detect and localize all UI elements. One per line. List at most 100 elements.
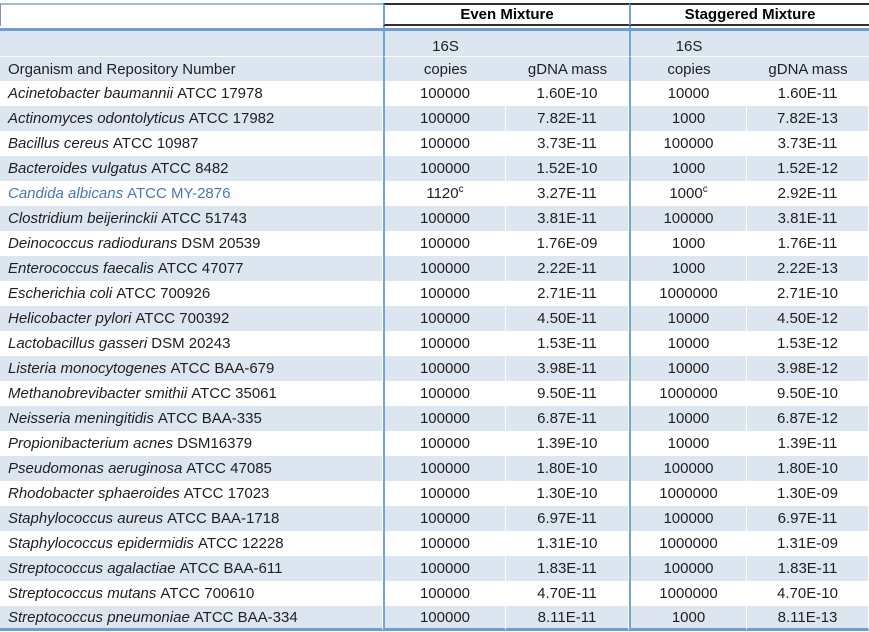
repository-number: ATCC MY-2876 xyxy=(127,185,231,202)
even-16s-copies-value: 100000 xyxy=(419,510,471,527)
table-row: Enterococcus faecalis ATCC 47077 100000 2… xyxy=(0,256,869,281)
organism-name: Acinetobacter baumannii xyxy=(8,85,174,102)
organism-name: Bacillus cereus xyxy=(8,135,109,152)
staggered-16s-copies-cell: 1000000 xyxy=(629,481,747,506)
staggered-16s-copies-cell: 1000 xyxy=(629,106,747,131)
table-row: Streptococcus mutans ATCC 700610 100000 4… xyxy=(0,581,869,606)
organism-column-header: Organism and Repository Number xyxy=(0,56,383,81)
staggered-16s-copies-value: 1000000 xyxy=(659,585,718,602)
repository-number: ATCC 47077 xyxy=(157,260,244,277)
organism-name: Enterococcus faecalis xyxy=(8,260,154,277)
even-16s-copies-cell: 100000 xyxy=(383,331,506,356)
staggered-footnote-marker: c xyxy=(702,184,708,195)
even-16s-copies-value: 100000 xyxy=(419,385,471,402)
repository-number: ATCC 17978 xyxy=(177,85,263,102)
staggered-gdna-mass-cell: 1.80E-10 xyxy=(747,456,869,481)
organism-cell: Helicobacter pylori ATCC 700392 xyxy=(0,306,383,331)
organism-name: Streptococcus pneumoniae xyxy=(8,608,190,626)
table-row: Helicobacter pylori ATCC 700392 100000 4.… xyxy=(0,306,869,331)
staggered-16s-copies-value: 1000 xyxy=(671,608,706,626)
staggered-16s-copies-value: 1000 xyxy=(669,185,703,202)
even-16s-copies-value: 100000 xyxy=(419,535,471,552)
staggered-16s-copies-cell: 1000 xyxy=(629,156,747,181)
even-footnote-marker: c xyxy=(458,184,464,195)
staggered-gdna-mass-cell: 6.97E-11 xyxy=(747,506,869,531)
gap-cell xyxy=(383,26,506,31)
even-16s-copies-cell: 1120c xyxy=(383,181,506,206)
gap-cell xyxy=(747,26,869,31)
organism-cell: Actinomyces odontolyticus ATCC 17982 xyxy=(0,106,383,131)
organism-cell: Listeria monocytogenes ATCC BAA-679 xyxy=(0,356,383,381)
staggered-16s-copies-cell: 1000000 xyxy=(629,581,747,606)
even-16s-copies-value: 100000 xyxy=(419,410,471,427)
gap-cell xyxy=(629,26,747,31)
organism-name: Escherichia coli xyxy=(8,285,113,302)
organism-cell: Acinetobacter baumannii ATCC 17978 xyxy=(0,81,383,106)
even-16s-copies-cell: 100000 xyxy=(383,381,506,406)
staggered-16s-copies-cell: 100000 xyxy=(629,506,747,531)
staggered-gdna-mass-cell: 2.71E-10 xyxy=(747,281,869,306)
even-16s-copies-cell: 100000 xyxy=(383,106,506,131)
table-row: Staphylococcus aureus ATCC BAA-1718 10000… xyxy=(0,506,869,531)
repository-number: ATCC BAA-335 xyxy=(157,410,262,427)
organism-name: Helicobacter pylori xyxy=(8,310,132,327)
staggered-16s-copies-cell: 10000 xyxy=(629,81,747,106)
group-header-row: Even Mixture Staggered Mixture xyxy=(0,3,869,26)
mock-community-table: Even Mixture Staggered Mixture 16S 16S xyxy=(0,3,869,631)
even-16s-copies-value: 100000 xyxy=(419,285,471,302)
subheader-row-labels: Organism and Repository Number copies gD… xyxy=(0,56,869,81)
even-16s-copies-cell: 100000 xyxy=(383,256,506,281)
even-16s-copies-cell: 100000 xyxy=(383,456,506,481)
even-gdna-mass-cell: 1.30E-10 xyxy=(506,481,629,506)
repository-number: ATCC 700926 xyxy=(116,285,211,302)
empty-cell xyxy=(506,31,629,56)
repository-number: DSM16379 xyxy=(177,435,253,452)
even-16s-copies-cell: 100000 xyxy=(383,431,506,456)
even-16s-copies-cell: 100000 xyxy=(383,281,506,306)
repository-number: ATCC 8482 xyxy=(151,160,229,177)
even-16s-copies-value: 100000 xyxy=(419,210,471,227)
even-16s-copies-cell: 100000 xyxy=(383,406,506,431)
even-gdna-mass-cell: 7.82E-11 xyxy=(506,106,629,131)
table-row: Streptococcus pneumoniae ATCC BAA-334 100… xyxy=(0,606,869,631)
even-gdna-mass-cell: 1.80E-10 xyxy=(506,456,629,481)
staggered-16s-copies-cell: 10000 xyxy=(629,431,747,456)
organism-name: Lactobacillus gasseri xyxy=(8,335,148,352)
staggered-16s-copies-cell: 10000 xyxy=(629,356,747,381)
staggered-16s-copies-cell: 10000 xyxy=(629,331,747,356)
even-16s-copies-value: 100000 xyxy=(419,310,471,327)
even-mixture-group-header: Even Mixture xyxy=(383,3,629,26)
staggered-gdna-mass-cell: 1.76E-11 xyxy=(747,231,869,256)
table-row: Bacteroides vulgatus ATCC 8482 100000 1.5… xyxy=(0,156,869,181)
table-row: Staphylococcus epidermidis ATCC 12228 100… xyxy=(0,531,869,556)
staggered-16s-copies-value: 10000 xyxy=(667,335,710,352)
staggered-16s-copies-value: 1000 xyxy=(671,160,706,177)
even-16s-copies-cell: 100000 xyxy=(383,506,506,531)
even-gdna-mass-cell: 1.76E-09 xyxy=(506,231,629,256)
empty-cell xyxy=(747,31,869,56)
organism-name: Candida albicans xyxy=(8,185,124,202)
even-gdna-mass-cell: 8.11E-11 xyxy=(506,606,629,631)
staggered-16s-copies-value: 10000 xyxy=(667,410,710,427)
even-16s-copies-value: 100000 xyxy=(419,260,471,277)
even-gdna-mass-cell: 1.60E-10 xyxy=(506,81,629,106)
staggered-16s-copies-value: 1000 xyxy=(671,235,706,252)
organism-cell: Bacteroides vulgatus ATCC 8482 xyxy=(0,156,383,181)
organism-name: Staphylococcus aureus xyxy=(8,510,164,527)
repository-number: ATCC BAA-611 xyxy=(179,560,283,577)
organism-cell: Escherichia coli ATCC 700926 xyxy=(0,281,383,306)
table-row: Propionibacterium acnes DSM16379 100000 1… xyxy=(0,431,869,456)
repository-number: ATCC 10987 xyxy=(112,135,199,152)
staggered-16s-copies-cell: 1000c xyxy=(629,181,747,206)
even-16s-copies-value: 100000 xyxy=(419,560,471,577)
staggered-16s-copies-cell: 1000000 xyxy=(629,531,747,556)
even-16s-copies-value: 100000 xyxy=(419,85,471,102)
even-gdna-mass-cell: 1.52E-10 xyxy=(506,156,629,181)
even-16s-copies-value: 1120 xyxy=(426,185,459,202)
table-row: Streptococcus agalactiae ATCC BAA-611 100… xyxy=(0,556,869,581)
staggered-16s-copies-cell: 100000 xyxy=(629,131,747,156)
repository-number: ATCC 35061 xyxy=(191,385,277,402)
staggered-16s-copies-cell: 1000000 xyxy=(629,281,747,306)
organism-cell: Candida albicans ATCC MY-2876 xyxy=(0,181,383,206)
table-row: Methanobrevibacter smithii ATCC 35061 100… xyxy=(0,381,869,406)
